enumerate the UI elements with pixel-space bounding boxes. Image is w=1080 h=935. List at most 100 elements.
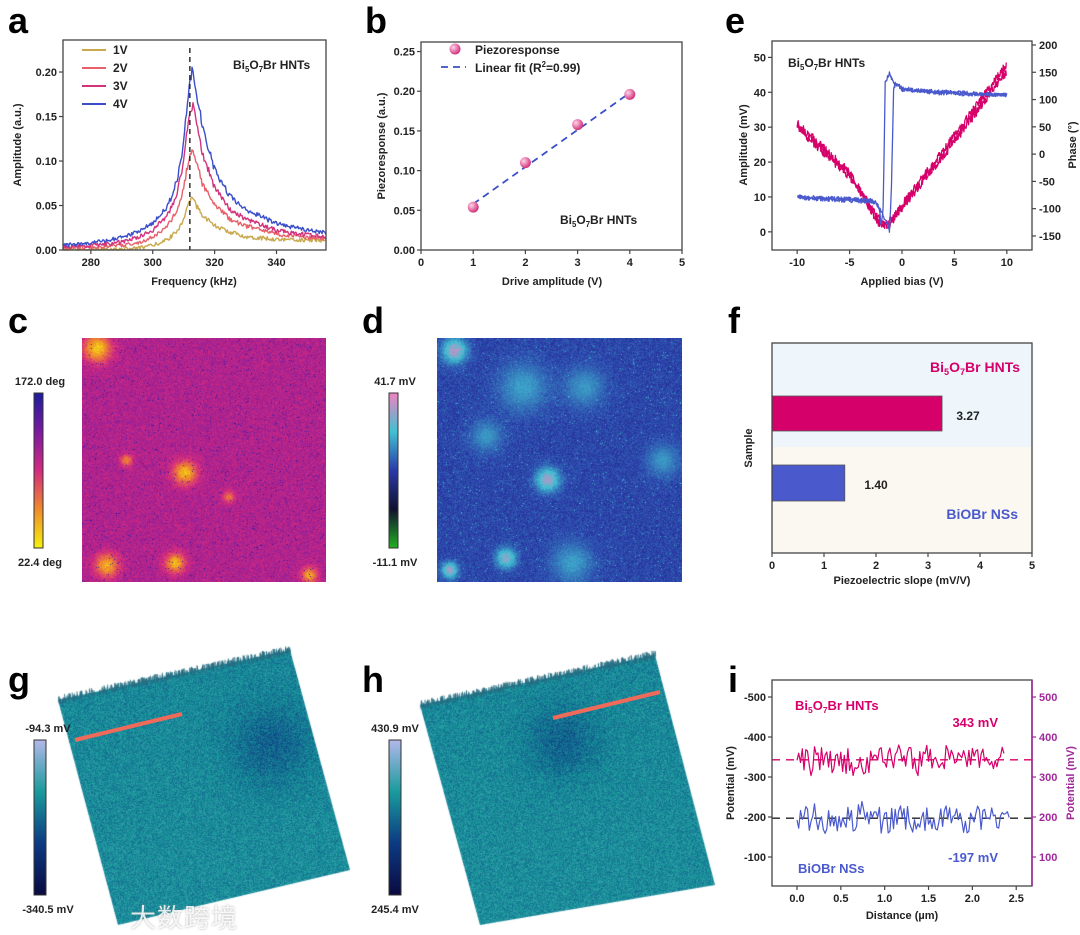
y-axis-title: Amplitude (mV): [738, 104, 750, 186]
line-profile-marker-h: [552, 690, 661, 720]
x-tick-label: -10: [789, 257, 805, 269]
amplitude-map-image: [437, 338, 682, 582]
data-point: [624, 88, 636, 100]
formula-subscript: 5: [808, 705, 813, 715]
legend-label: 1V: [113, 43, 128, 57]
formula-text: Br HNTs: [818, 56, 865, 70]
y-tick-label: 20: [754, 157, 766, 169]
x-tick-label: 1: [821, 560, 827, 572]
potential-profile-1: [796, 800, 1010, 835]
mean-value-label: -197 mV: [948, 850, 998, 865]
y-tick-label: -300: [744, 772, 766, 784]
panel-letter-e: e: [725, 0, 745, 41]
formula-subscript: 7: [586, 220, 590, 229]
x-tick-label: 3: [575, 257, 581, 269]
panel-letter-g: g: [8, 659, 30, 700]
data-point: [572, 119, 584, 131]
formula-text: O: [804, 56, 813, 70]
x-tick-label: 5: [679, 257, 685, 269]
y2-tick-label: 50: [1039, 122, 1051, 134]
bar-value-label: 1.40: [864, 478, 888, 492]
x-axis-title: Distance (µm): [866, 910, 939, 922]
bar-value-label: 3.27: [956, 409, 980, 423]
y-axis-title: Sample: [743, 428, 755, 467]
y-tick-label: 0.00: [36, 245, 57, 257]
y-tick-label: 50: [754, 52, 766, 64]
bar-category-label: BiOBr NSs: [946, 506, 1018, 522]
legend-label: 4V: [113, 97, 128, 111]
colorbar-max-label: 172.0 deg: [15, 376, 65, 388]
y-tick-label: 0.25: [394, 47, 415, 59]
y-axis-title: Amplitude (a.u.): [12, 103, 24, 186]
kpfm-surface-hnts: [40, 635, 360, 935]
y2-axis-title: Potential (mV): [1065, 746, 1077, 820]
x-tick-label: 1.5: [921, 893, 936, 905]
panel-letter-a: a: [8, 0, 29, 41]
formula-subscript: 5: [944, 367, 949, 377]
colorbar-max-label: -94.3 mV: [25, 723, 71, 735]
bar-0: [771, 395, 943, 432]
x-tick-label: 1.0: [877, 893, 892, 905]
legend-label: 2V: [113, 61, 128, 75]
colorbar-min-label: 22.4 deg: [18, 557, 62, 569]
formula-text: Bi: [795, 698, 808, 713]
plot-frame: [771, 342, 1033, 554]
series-line-2V: [62, 149, 327, 251]
series-label: Bi5O7Br HNTs: [795, 698, 879, 715]
formula-text: Bi: [560, 213, 572, 227]
formula-text: O: [576, 213, 585, 227]
x-tick-label: 300: [144, 257, 162, 269]
formula-text: Bi: [930, 359, 944, 375]
panel-letter-i: i: [728, 659, 738, 700]
kpfm-surface-nss: [400, 635, 720, 935]
x-tick-label: 280: [82, 257, 100, 269]
linear-fit-line: [472, 92, 631, 205]
x-tick-label: -5: [845, 257, 855, 269]
y2-tick-label: 200: [1039, 40, 1057, 52]
y-tick-label: -500: [744, 692, 766, 704]
formula-text: Bi: [233, 58, 245, 72]
x-tick-label: 3: [925, 560, 931, 572]
data-point: [467, 201, 479, 213]
x-tick-label: 2: [873, 560, 879, 572]
x-tick-label: 320: [205, 257, 223, 269]
series-line-1V: [62, 196, 326, 251]
colorbar-potential-nss: [388, 739, 402, 896]
amplitude-loop-branch-1: [796, 62, 1007, 229]
sample-annotation: Bi5O7Br HNTs: [788, 56, 865, 72]
y-tick-label: 0.15: [36, 112, 57, 124]
formula-text: Br HNTs: [590, 213, 637, 227]
mean-value-label: 343 mV: [952, 715, 998, 730]
y-tick-label: 0.05: [36, 201, 57, 213]
y-tick-label: 10: [754, 192, 766, 204]
panel-letter-c: c: [8, 300, 28, 341]
colorbar-potential-hnts: [33, 739, 47, 896]
formula-text: Br HNTs: [263, 58, 310, 72]
phase-map-image: [82, 338, 326, 582]
y-tick-label: 30: [754, 122, 766, 134]
y-tick-label: -200: [744, 812, 766, 824]
y2-tick-label: 400: [1039, 732, 1057, 744]
legend-label-fit: Linear fit (R2=0.99): [475, 60, 580, 75]
y-tick-label: 0: [760, 227, 766, 239]
formula-text: Br HNTs: [965, 359, 1020, 375]
y2-tick-label: -100: [1039, 204, 1061, 216]
y-tick-label: -400: [744, 732, 766, 744]
x-tick-label: 2.0: [965, 893, 980, 905]
formula-subscript: 7: [960, 367, 965, 377]
y2-tick-label: 500: [1039, 692, 1057, 704]
y-tick-label: 40: [754, 87, 766, 99]
y-tick-label: -100: [744, 852, 766, 864]
plot-frame: [771, 40, 1033, 251]
x-tick-label: 2: [522, 257, 528, 269]
y2-tick-label: 300: [1039, 772, 1057, 784]
x-tick-label: 340: [267, 257, 285, 269]
series-line-4V: [62, 66, 327, 248]
x-axis-title: Drive amplitude (V): [502, 276, 603, 288]
formula-text: Linear fit (R: [475, 61, 542, 75]
legend-marker-points: [449, 43, 461, 55]
y2-tick-label: 100: [1039, 95, 1057, 107]
colorbar-min-label: 245.4 mV: [371, 904, 419, 916]
plot-frame: [420, 41, 683, 251]
